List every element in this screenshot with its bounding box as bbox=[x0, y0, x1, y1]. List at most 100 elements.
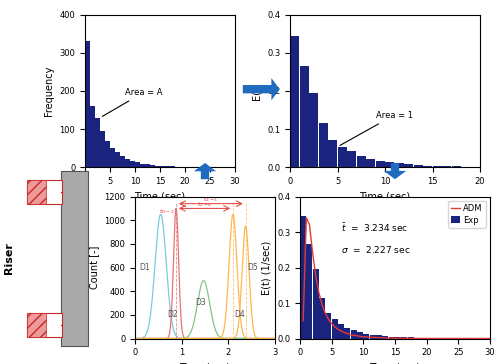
ADM bbox=[335, 327, 341, 332]
ADM bbox=[436, 336, 442, 341]
Bar bbox=[125, 159, 130, 167]
ADM bbox=[310, 251, 316, 256]
Bar bbox=[414, 338, 420, 339]
Bar bbox=[420, 338, 426, 339]
Bar bbox=[404, 164, 413, 167]
Bar bbox=[376, 161, 384, 167]
Bar bbox=[357, 332, 363, 339]
Bar bbox=[338, 324, 344, 339]
Bar bbox=[388, 337, 394, 339]
Text: D3: D3 bbox=[196, 298, 206, 307]
Bar bbox=[300, 66, 308, 167]
ADM bbox=[404, 336, 410, 340]
Bar bbox=[90, 106, 95, 167]
Bar bbox=[27, 180, 62, 204]
Bar bbox=[130, 161, 135, 167]
X-axis label: Time (sec): Time (sec) bbox=[134, 192, 186, 202]
ADM bbox=[306, 223, 312, 227]
Bar bbox=[423, 166, 432, 167]
Bar bbox=[318, 123, 328, 167]
Bar bbox=[115, 152, 120, 167]
Bar bbox=[150, 165, 155, 167]
Bar bbox=[61, 171, 88, 346]
Bar bbox=[135, 162, 140, 167]
Legend: ADM, Exp: ADM, Exp bbox=[448, 201, 486, 228]
Text: $t_{D-2}$: $t_{D-2}$ bbox=[159, 207, 174, 216]
Bar bbox=[382, 336, 388, 339]
ADM bbox=[418, 336, 424, 341]
Text: $\bar{t}$  =  3.234 sec: $\bar{t}$ = 3.234 sec bbox=[341, 221, 408, 234]
Text: $\sigma$  =  2.227 sec: $\sigma$ = 2.227 sec bbox=[341, 244, 410, 255]
Text: D2: D2 bbox=[168, 310, 178, 319]
Bar bbox=[332, 319, 338, 339]
Y-axis label: Frequency: Frequency bbox=[44, 66, 54, 116]
Bar bbox=[27, 313, 46, 337]
Bar bbox=[350, 331, 356, 339]
Text: Riser: Riser bbox=[4, 242, 15, 274]
Bar bbox=[394, 163, 404, 167]
Bar bbox=[432, 166, 442, 167]
ADM bbox=[338, 329, 344, 333]
Bar bbox=[312, 269, 318, 339]
Bar bbox=[165, 166, 170, 167]
Bar bbox=[442, 166, 451, 167]
Bar bbox=[328, 139, 337, 167]
Line: ADM: ADM bbox=[303, 218, 490, 339]
Bar bbox=[408, 337, 414, 339]
Bar bbox=[366, 159, 375, 167]
ADM bbox=[487, 336, 493, 341]
ADM bbox=[328, 321, 334, 326]
ADM bbox=[348, 332, 354, 337]
Bar bbox=[309, 93, 318, 167]
Bar bbox=[376, 335, 382, 339]
Bar bbox=[85, 41, 90, 167]
Bar bbox=[300, 216, 306, 339]
X-axis label: Time (sec): Time (sec) bbox=[180, 363, 230, 364]
Bar bbox=[364, 333, 370, 339]
Bar bbox=[100, 131, 105, 167]
Text: Area = 1: Area = 1 bbox=[340, 111, 412, 146]
Bar bbox=[356, 155, 366, 167]
Bar bbox=[347, 151, 356, 167]
Text: D1: D1 bbox=[140, 263, 150, 272]
ADM bbox=[456, 336, 462, 341]
Bar bbox=[402, 337, 407, 339]
ADM bbox=[357, 334, 363, 339]
ADM bbox=[316, 291, 322, 295]
Bar bbox=[370, 335, 376, 339]
Bar bbox=[27, 313, 62, 337]
ADM bbox=[474, 336, 480, 341]
X-axis label: Time (sec): Time (sec) bbox=[360, 192, 410, 202]
Bar bbox=[145, 165, 150, 167]
Text: $t_{2-5}$: $t_{2-5}$ bbox=[204, 195, 218, 205]
Bar bbox=[120, 156, 125, 167]
ADM bbox=[313, 274, 319, 278]
ADM bbox=[304, 215, 310, 220]
ADM bbox=[342, 330, 347, 335]
Bar bbox=[385, 162, 394, 167]
ADM bbox=[360, 335, 366, 339]
ADM bbox=[344, 331, 350, 336]
Bar bbox=[290, 36, 299, 167]
Bar bbox=[306, 245, 312, 339]
Y-axis label: Count [-]: Count [-] bbox=[88, 246, 99, 289]
Bar bbox=[155, 166, 160, 167]
Bar bbox=[395, 337, 401, 339]
ADM bbox=[424, 336, 430, 341]
Bar bbox=[140, 163, 145, 167]
ADM bbox=[392, 336, 398, 340]
Y-axis label: E(t): E(t) bbox=[252, 82, 262, 100]
Bar bbox=[27, 180, 46, 204]
Text: Area = A: Area = A bbox=[102, 88, 162, 116]
Bar bbox=[326, 313, 332, 339]
Text: D4: D4 bbox=[234, 310, 245, 319]
Text: $t_{2-4}$: $t_{2-4}$ bbox=[197, 200, 212, 209]
ADM bbox=[373, 335, 379, 340]
Bar bbox=[110, 147, 115, 167]
ADM bbox=[411, 336, 417, 341]
X-axis label: Time (sec): Time (sec) bbox=[370, 363, 420, 364]
ADM bbox=[332, 325, 338, 329]
Bar bbox=[414, 165, 422, 167]
ADM bbox=[322, 311, 328, 316]
Bar bbox=[95, 118, 100, 167]
